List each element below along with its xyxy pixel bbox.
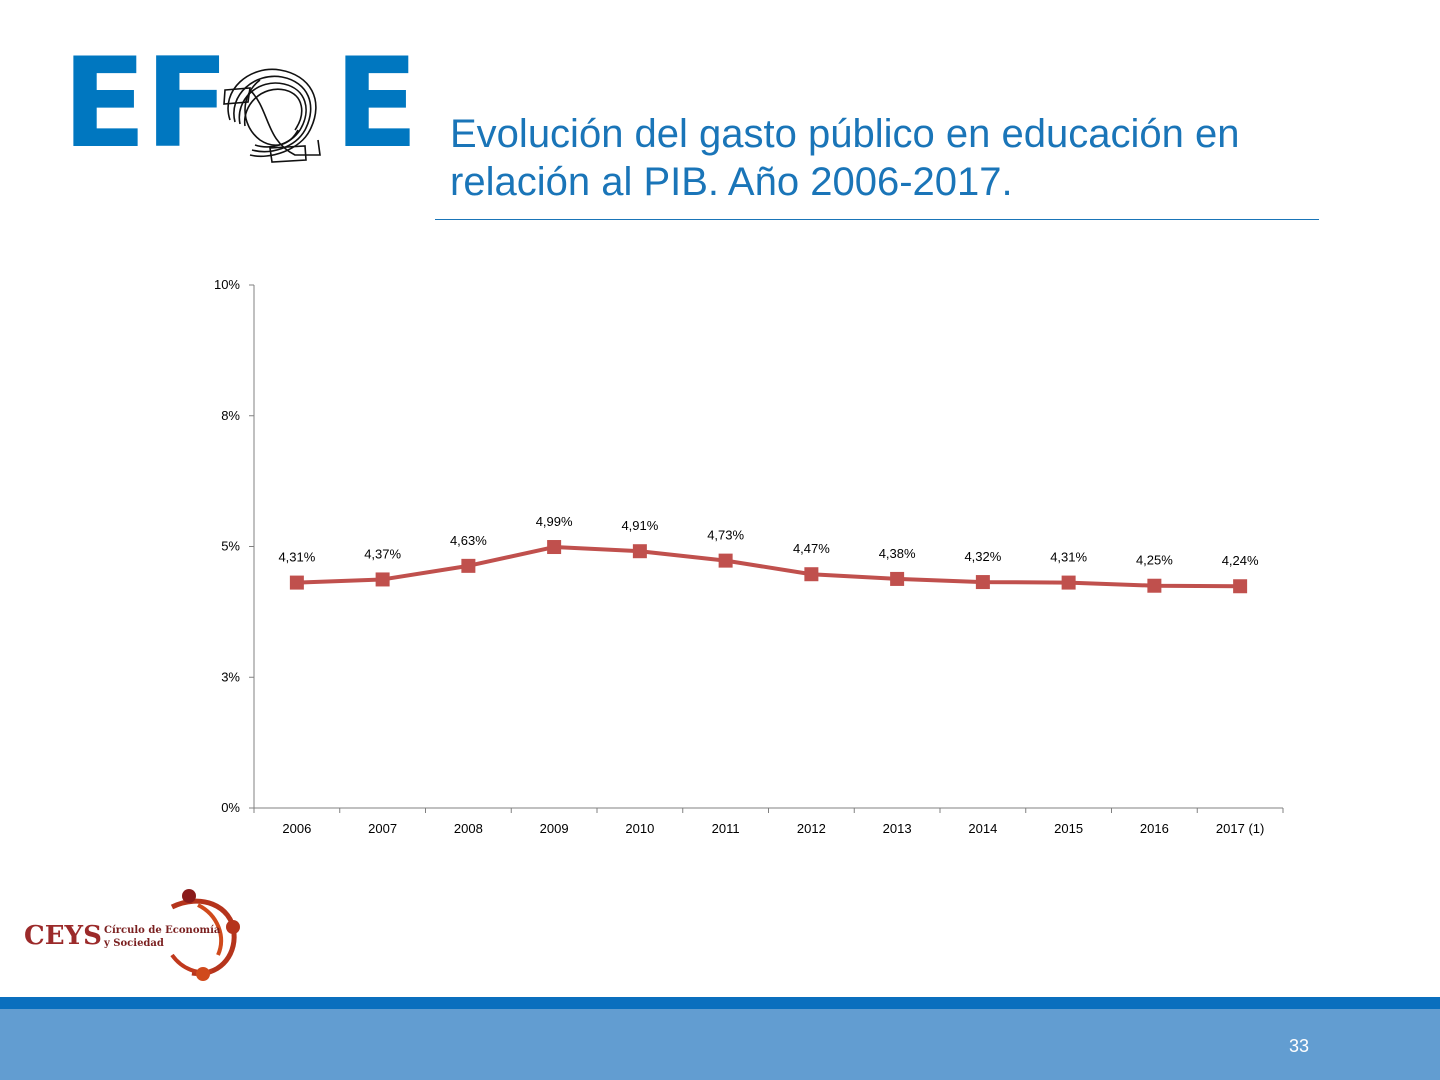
data-label: 4,32% <box>964 549 1001 564</box>
y-tick-label: 3% <box>221 669 240 684</box>
x-tick-label: 2013 <box>883 821 912 836</box>
x-tick-label: 2011 <box>712 821 740 836</box>
data-point <box>1233 579 1248 594</box>
y-tick-label: 10% <box>214 277 240 292</box>
footer-bar: 33 <box>0 1009 1440 1080</box>
slide-title: Evolución del gasto público en educación… <box>450 110 1320 206</box>
data-point <box>975 575 990 590</box>
ceys-logo-name: CEYS <box>24 921 102 951</box>
y-tick-label: 0% <box>221 800 240 815</box>
ceys-logo-line-1: Círculo de Economía <box>104 925 221 936</box>
x-tick-label: 2016 <box>1140 821 1169 836</box>
data-label: 4,24% <box>1222 553 1259 568</box>
efe-logo-text-left: EF <box>62 32 229 176</box>
data-label: 4,31% <box>278 550 315 565</box>
x-tick-label: 2006 <box>282 821 311 836</box>
data-point <box>1147 578 1162 593</box>
x-tick-label: 2009 <box>540 821 569 836</box>
x-tick-label: 2010 <box>625 821 654 836</box>
data-point <box>632 544 647 559</box>
data-label: 4,63% <box>450 533 487 548</box>
data-point <box>1061 575 1076 590</box>
data-label: 4,47% <box>793 541 830 556</box>
footer-accent-band <box>0 997 1440 1009</box>
x-tick-label: 2014 <box>968 821 997 836</box>
x-tick-label: 2007 <box>368 821 397 836</box>
efe-logo: EF E <box>62 42 419 170</box>
data-point <box>375 572 390 587</box>
efe-logo-emblem-icon <box>223 68 321 163</box>
data-point <box>289 575 304 590</box>
data-point <box>804 567 819 582</box>
ceys-logo-line-2: y Sociedad <box>104 938 164 949</box>
data-point <box>461 558 476 573</box>
y-tick-label: 5% <box>221 539 240 554</box>
efe-logo-text-right: E <box>334 32 419 176</box>
slide-title-line-2: relación al PIB. Año 2006-2017. <box>450 160 1013 204</box>
ceys-logo-emblem-icon <box>170 889 240 981</box>
data-label: 4,38% <box>879 546 916 561</box>
data-label: 4,73% <box>707 528 744 543</box>
series-line <box>296 545 1241 589</box>
x-tick-label: 2017 (1) <box>1216 821 1264 836</box>
page-number: 33 <box>1288 1036 1309 1056</box>
data-point <box>718 553 733 568</box>
data-label: 4,91% <box>621 518 658 533</box>
data-label: 4,25% <box>1136 553 1173 568</box>
data-label: 4,99% <box>536 514 573 529</box>
x-tick-label: 2012 <box>797 821 826 836</box>
x-tick-label: 2015 <box>1054 821 1083 836</box>
data-point <box>547 540 562 555</box>
ceys-logo: CEYS Círculo de Economía y Sociedad <box>22 885 252 985</box>
data-point <box>890 571 905 586</box>
slide-title-line-1: Evolución del gasto público en educación… <box>450 112 1240 156</box>
data-label: 4,31% <box>1050 550 1087 565</box>
x-tick-label: 2008 <box>454 821 483 836</box>
data-label: 4,37% <box>364 546 401 561</box>
title-underline <box>435 219 1319 220</box>
y-tick-label: 8% <box>221 408 240 423</box>
